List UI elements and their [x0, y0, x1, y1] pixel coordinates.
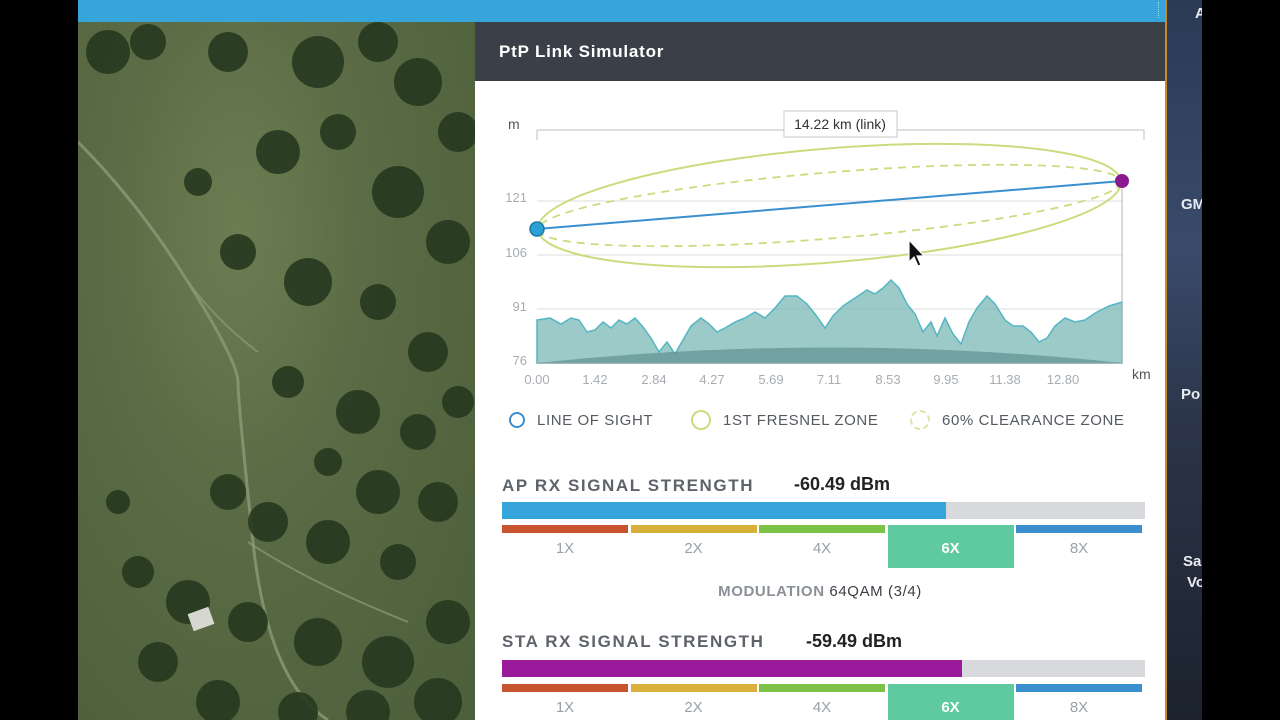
modulation-level-label: 1X	[555, 699, 575, 716]
sta-rx-signal-bar	[502, 660, 1145, 677]
legend-los-icon	[509, 412, 525, 428]
background-app-edge: A GM Po Sa Vo	[1165, 0, 1206, 720]
legend-label: LINE OF SIGHT	[537, 411, 654, 429]
modulation-color-strip	[759, 684, 885, 692]
legend-label: 60% CLEARANCE ZONE	[942, 411, 1125, 429]
modulation-level-8x: 8X	[1016, 525, 1144, 565]
x-tick-label: 11.38	[989, 372, 1021, 387]
ap-modulation-scale: 1X 2X 4X 6X 8X	[502, 525, 1145, 568]
edge-text: A	[1195, 5, 1206, 22]
modulation-color-strip	[1016, 525, 1142, 533]
modulation-level-label: 4X	[812, 699, 832, 716]
ap-rx-signal-bar	[502, 502, 1145, 519]
sta-rx-label: STA RX SIGNAL STRENGTH	[502, 632, 765, 651]
modulation-level-2x: 2X	[630, 684, 759, 720]
modulation-color-strip	[630, 525, 757, 533]
modulation-level-8x: 8X	[1016, 684, 1144, 720]
modulation-color-strip	[630, 684, 757, 692]
modulation-level-2x: 2X	[630, 525, 759, 565]
modulation-level-label: 1X	[555, 540, 575, 557]
ap-endpoint[interactable]	[529, 221, 545, 237]
letterbox-right	[1202, 0, 1280, 720]
modulation-level-4x: 4X	[759, 684, 887, 720]
sta-modulation-scale: 1X 2X 4X 6X 8X	[502, 684, 1145, 720]
modulation-color-strip	[1016, 684, 1142, 692]
modulation-level-1x: 1X	[502, 525, 630, 565]
modulation-color-strip	[502, 525, 628, 533]
modulation-level-6x: 6X	[887, 525, 1016, 568]
modulation-value: 64QAM (3/4)	[829, 583, 922, 600]
legend-line-of-sight: LINE OF SIGHT	[509, 410, 653, 430]
panel-header: PtP Link Simulator	[475, 22, 1165, 81]
x-tick-label: 7.11	[817, 372, 841, 387]
x-tick-label: 2.84	[641, 372, 666, 387]
distance-label-box	[783, 110, 898, 138]
distance-label: 14.22 km (link)	[794, 116, 886, 132]
satellite-map[interactable]	[78, 22, 478, 720]
modulation-level-label: 4X	[812, 540, 832, 557]
modulation-level-label: 8X	[1069, 540, 1089, 557]
ptp-link-simulator-panel: PtP Link Simulator m 14.22 km (link) 121…	[475, 22, 1165, 720]
x-tick-label: 5.69	[758, 372, 783, 387]
sta-rx-signal-fill	[502, 660, 962, 677]
modulation-level-label: 8X	[1069, 699, 1089, 716]
ap-rx-label: AP RX SIGNAL STRENGTH	[502, 476, 755, 495]
x-tick-label: 1.42	[582, 372, 607, 387]
edge-text: GM	[1181, 196, 1206, 213]
legend-label: 1ST FRESNEL ZONE	[723, 411, 879, 429]
x-tick-label: 8.53	[875, 372, 900, 387]
modulation-line: MODULATION 64QAM (3/4)	[475, 583, 1165, 600]
elevation-profile-chart[interactable]: m 14.22 km (link) 121 106 91 76	[475, 82, 1165, 402]
legend-clearance-icon	[910, 410, 930, 430]
edge-text: Vo	[1187, 574, 1206, 591]
sta-rx-value: -59.49 dBm	[806, 631, 903, 651]
y-tick-label: 121	[505, 190, 527, 205]
y-tick-label: 76	[513, 353, 527, 368]
sta-endpoint[interactable]	[1115, 174, 1129, 188]
modulation-color-strip	[887, 684, 1014, 692]
terrain-profile	[536, 278, 1123, 364]
modulation-key: MODULATION	[718, 583, 825, 600]
legend-fresnel-zone: 1ST FRESNEL ZONE	[691, 410, 878, 430]
x-tick-label: 0.00	[524, 372, 549, 387]
x-tick-label: 9.95	[933, 372, 958, 387]
modulation-color-strip	[887, 525, 1014, 533]
mouse-cursor-icon	[908, 239, 926, 267]
modulation-level-label: 2X	[684, 540, 703, 557]
legend-clearance-zone: 60% CLEARANCE ZONE	[910, 410, 1125, 430]
letterbox-left	[0, 0, 78, 720]
y-tick-label: 106	[505, 245, 527, 260]
modulation-level-4x: 4X	[759, 525, 887, 565]
modulation-color-strip	[759, 525, 885, 533]
x-tick-label: 12.80	[1047, 372, 1080, 387]
edge-text: Po	[1181, 386, 1201, 403]
y-unit-label: m	[508, 116, 520, 132]
top-bar	[78, 0, 1220, 22]
modulation-level-label: 6X	[941, 699, 960, 716]
ap-rx-signal-fill	[502, 502, 946, 519]
modulation-level-6x: 6X	[887, 684, 1016, 720]
ap-rx-value: -60.49 dBm	[794, 474, 891, 494]
modulation-level-label: 2X	[684, 699, 703, 716]
legend-fresnel-icon	[691, 410, 711, 430]
x-tick-label: 4.27	[699, 372, 724, 387]
y-tick-label: 91	[513, 299, 527, 314]
line-of-sight	[536, 180, 1123, 230]
modulation-level-1x: 1X	[502, 684, 630, 720]
edge-text: Sa	[1183, 553, 1202, 570]
modulation-level-label: 6X	[941, 540, 960, 557]
earth-curvature	[537, 347, 1122, 363]
panel-title: PtP Link Simulator	[499, 42, 665, 61]
map-imagery	[78, 22, 478, 720]
x-unit-label: km	[1132, 366, 1151, 382]
modulation-color-strip	[502, 684, 628, 692]
topbar-divider	[1158, 2, 1160, 18]
